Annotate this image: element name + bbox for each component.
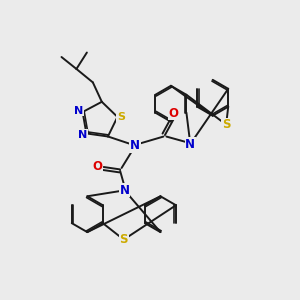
- Text: N: N: [130, 139, 140, 152]
- Text: N: N: [185, 137, 195, 151]
- Text: N: N: [78, 130, 87, 140]
- Text: O: O: [93, 160, 103, 173]
- Text: N: N: [74, 106, 84, 116]
- Text: N: N: [120, 184, 130, 197]
- Text: S: S: [117, 112, 125, 122]
- Text: O: O: [168, 107, 178, 120]
- Text: S: S: [119, 233, 128, 246]
- Text: S: S: [222, 118, 230, 131]
